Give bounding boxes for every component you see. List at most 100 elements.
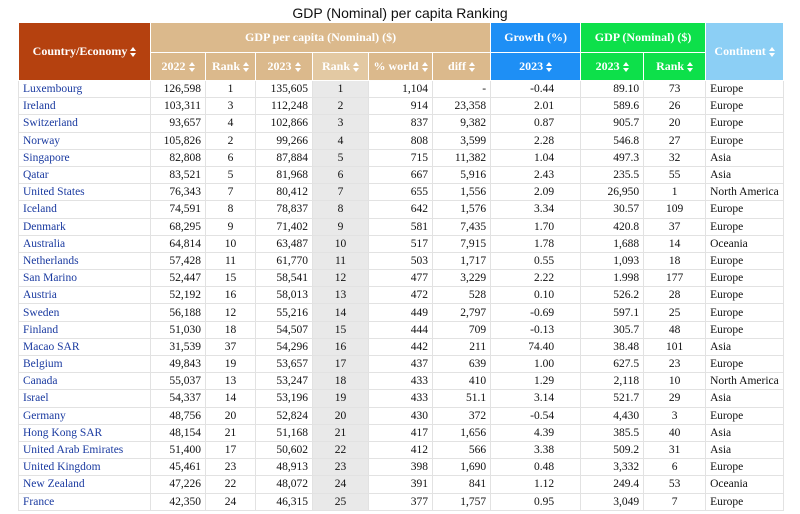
subheader[interactable]: Rank xyxy=(643,52,707,81)
cell: 37 xyxy=(205,337,256,357)
subheader[interactable]: 2022 xyxy=(150,52,206,81)
country-link[interactable]: Netherlands xyxy=(23,254,79,267)
cell: 48,154 xyxy=(150,423,206,442)
country-link[interactable]: Germany xyxy=(23,409,66,422)
country-link[interactable]: Israel xyxy=(23,392,49,405)
cell: 12 xyxy=(205,303,256,322)
cell: 99,266 xyxy=(255,131,313,150)
country-link[interactable]: Luxembourg xyxy=(23,83,83,96)
header-group[interactable]: Growth (%) xyxy=(490,22,582,53)
country-link[interactable]: United States xyxy=(23,186,85,199)
cell: Luxembourg xyxy=(18,79,151,99)
cell: 3.38 xyxy=(490,440,582,460)
country-link[interactable]: Canada xyxy=(23,375,58,388)
cell: 8 xyxy=(312,200,369,219)
cell: 417 xyxy=(368,423,433,442)
sort-icon xyxy=(421,62,428,73)
country-link[interactable]: Sweden xyxy=(23,306,60,319)
cell: 1.78 xyxy=(490,234,582,253)
subheader[interactable]: 2023 xyxy=(580,52,645,81)
cell: 71,402 xyxy=(255,217,313,236)
cell: 6 xyxy=(312,165,369,185)
cell: 566 xyxy=(431,440,492,460)
cell: 23 xyxy=(312,458,369,477)
country-link[interactable]: Belgium xyxy=(23,358,63,371)
cell: 31,539 xyxy=(150,337,206,357)
country-link[interactable]: France xyxy=(23,495,55,508)
country-link[interactable]: Denmark xyxy=(23,220,66,233)
sort-icon xyxy=(768,47,775,58)
table-row: Macao SAR 31,539 37 54,296 16 442 211 74.40 38.4… xyxy=(18,337,785,357)
table-row: Iceland 74,591 8 78,837 8 642 1,576 3.34 30.57 10… xyxy=(18,200,785,219)
cell: 177 xyxy=(643,269,707,288)
cell: 1.29 xyxy=(490,372,582,391)
header-group[interactable]: Country/Economy xyxy=(18,22,151,81)
country-link[interactable]: Austria xyxy=(23,289,57,302)
cell: 56,188 xyxy=(150,303,206,322)
header-group[interactable]: GDP per capita (Nominal) ($) xyxy=(149,22,492,53)
cell: 3,599 xyxy=(431,131,492,150)
cell: North America xyxy=(705,183,785,202)
cell: 667 xyxy=(368,165,433,185)
cell: 3 xyxy=(205,97,256,116)
cell: 1,717 xyxy=(431,251,492,271)
cell: 24 xyxy=(205,492,256,511)
table-row: United Arab Emirates 51,400 17 50,602 22 412 5… xyxy=(18,440,785,460)
subheader-label: diff xyxy=(448,59,467,73)
cell: 55 xyxy=(643,165,707,185)
table-row: Netherlands 57,428 11 61,770 11 503 1,717 0.55 1… xyxy=(18,251,785,271)
country-link[interactable]: Qatar xyxy=(23,169,49,182)
sort-icon xyxy=(353,62,359,73)
subheader[interactable]: 2023 xyxy=(490,52,582,81)
country-link[interactable]: Singapore xyxy=(23,151,70,164)
cell: 442 xyxy=(368,337,433,357)
country-link[interactable]: Ireland xyxy=(23,100,56,113)
country-link[interactable]: Hong Kong SAR xyxy=(23,426,103,439)
cell: Asia xyxy=(705,337,785,357)
subheader[interactable]: Rank xyxy=(205,52,256,81)
cell: 627.5 xyxy=(580,354,645,374)
sort-icon xyxy=(294,62,301,73)
cell: 52,192 xyxy=(150,286,206,305)
country-link[interactable]: Macao SAR xyxy=(23,340,80,353)
cell: 49,843 xyxy=(150,354,206,374)
country-link[interactable]: United Kingdom xyxy=(23,461,101,474)
cell: 2.01 xyxy=(490,97,582,116)
country-link[interactable]: San Marino xyxy=(23,272,77,285)
country-link[interactable]: Iceland xyxy=(23,203,57,216)
cell: Iceland xyxy=(18,200,151,219)
cell: 13 xyxy=(312,286,369,305)
cell: 20 xyxy=(312,406,369,425)
country-link[interactable]: Finland xyxy=(23,323,59,336)
cell: 6 xyxy=(205,148,256,167)
cell: Oceania xyxy=(705,234,785,253)
cell: 3,049 xyxy=(580,492,645,511)
cell: 53,196 xyxy=(255,389,313,408)
cell: 7,915 xyxy=(431,234,492,253)
cell: 1,688 xyxy=(580,234,645,253)
country-link[interactable]: Norway xyxy=(23,134,61,147)
cell: 48 xyxy=(643,320,707,339)
cell: 53 xyxy=(643,475,707,494)
subheader[interactable]: 2023 xyxy=(255,52,313,81)
subheader[interactable]: Rank xyxy=(312,52,369,81)
cell: 581 xyxy=(368,217,433,236)
country-link[interactable]: New Zealand xyxy=(23,478,85,491)
subheader[interactable]: diff xyxy=(431,52,492,81)
header-group[interactable]: Continent xyxy=(705,22,785,81)
cell: United Kingdom xyxy=(18,458,151,477)
table-row: Canada 55,037 13 53,247 18 433 410 1.29 2,118 10 N… xyxy=(18,372,785,391)
country-link[interactable]: Australia xyxy=(23,237,66,250)
cell: 528 xyxy=(431,286,492,305)
country-link[interactable]: United Arab Emirates xyxy=(23,444,124,457)
country-link[interactable]: Switzerland xyxy=(23,117,78,130)
cell: -0.44 xyxy=(490,79,582,99)
cell: 433 xyxy=(368,389,433,408)
header-group[interactable]: GDP (Nominal) ($) xyxy=(580,22,707,53)
cell: Norway xyxy=(18,131,151,150)
subheader[interactable]: % world xyxy=(368,52,433,81)
cell: 1,690 xyxy=(431,458,492,477)
cell: 412 xyxy=(368,440,433,460)
cell: 905.7 xyxy=(580,114,645,133)
cell: 80,412 xyxy=(255,183,313,202)
